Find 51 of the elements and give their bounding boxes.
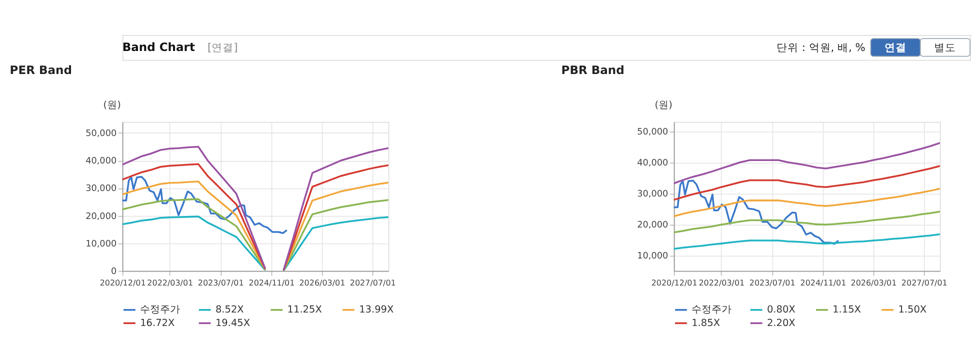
y-tick-label: 50,000	[86, 129, 117, 140]
legend-label: 1.85X	[692, 318, 720, 329]
x-tick-label: 2026/03/01	[850, 278, 897, 288]
text: 별도	[934, 40, 956, 54]
y-tick-label: 30,000	[637, 189, 668, 200]
line-series	[674, 233, 940, 250]
legend-label: 수정주가	[140, 304, 180, 316]
x-tick-label: 2020/12/01	[100, 278, 146, 288]
y-tick-label: 50,000	[637, 127, 668, 138]
legend-label: 11.25X	[287, 304, 322, 316]
line-series	[674, 165, 940, 201]
x-tick-label: 2024/11/01	[248, 278, 295, 288]
x-tick-label: 2026/03/01	[299, 278, 346, 288]
text: [연결]	[207, 40, 238, 54]
legend-label: 8.52X	[215, 304, 244, 316]
line-series	[122, 176, 288, 234]
legend-label: 수정주가	[692, 304, 732, 316]
line-series	[674, 142, 940, 184]
chart-title: PBR Band	[561, 63, 624, 78]
text: 연결	[884, 40, 907, 54]
y-tick-label: 30,000	[86, 184, 117, 194]
x-tick-label: 2024/11/01	[800, 278, 846, 288]
line-series	[674, 210, 940, 234]
x-tick-label: 2027/07/01	[901, 278, 948, 288]
chart-title: PER Band	[10, 63, 72, 78]
y-tick-label: 0	[110, 266, 117, 277]
y-tick-label: 40,000	[86, 156, 117, 167]
legend-label: 1.15X	[832, 304, 862, 316]
legend-label: 13.99X	[359, 304, 394, 316]
legend-label: 1.50X	[898, 304, 927, 316]
line-series	[674, 188, 940, 218]
x-tick-label: 2023/07/01	[749, 278, 796, 288]
y-tick-label: 20,000	[637, 220, 668, 230]
x-tick-label: 2022/03/01	[147, 278, 194, 288]
legend-label: 19.45X	[215, 318, 250, 329]
text: Band Chart	[122, 40, 196, 54]
y-tick-label: 10,000	[637, 251, 668, 262]
text: 단위 : 억원, 배, %	[776, 40, 866, 54]
y-axis-title: (원)	[103, 100, 121, 112]
x-tick-label: 2027/07/01	[350, 278, 396, 288]
line-series	[674, 180, 839, 245]
x-tick-label: 2020/12/01	[651, 278, 698, 288]
y-tick-label: 40,000	[637, 158, 668, 168]
x-tick-label: 2022/03/01	[698, 278, 745, 288]
x-tick-label: 2023/07/01	[198, 278, 244, 288]
y-axis-title: (원)	[654, 100, 672, 112]
legend-label: 16.72X	[140, 318, 176, 329]
y-tick-label: 10,000	[86, 239, 117, 250]
legend-label: 2.20X	[766, 318, 796, 329]
legend-label: 0.80X	[766, 304, 796, 316]
y-tick-label: 20,000	[86, 212, 117, 222]
